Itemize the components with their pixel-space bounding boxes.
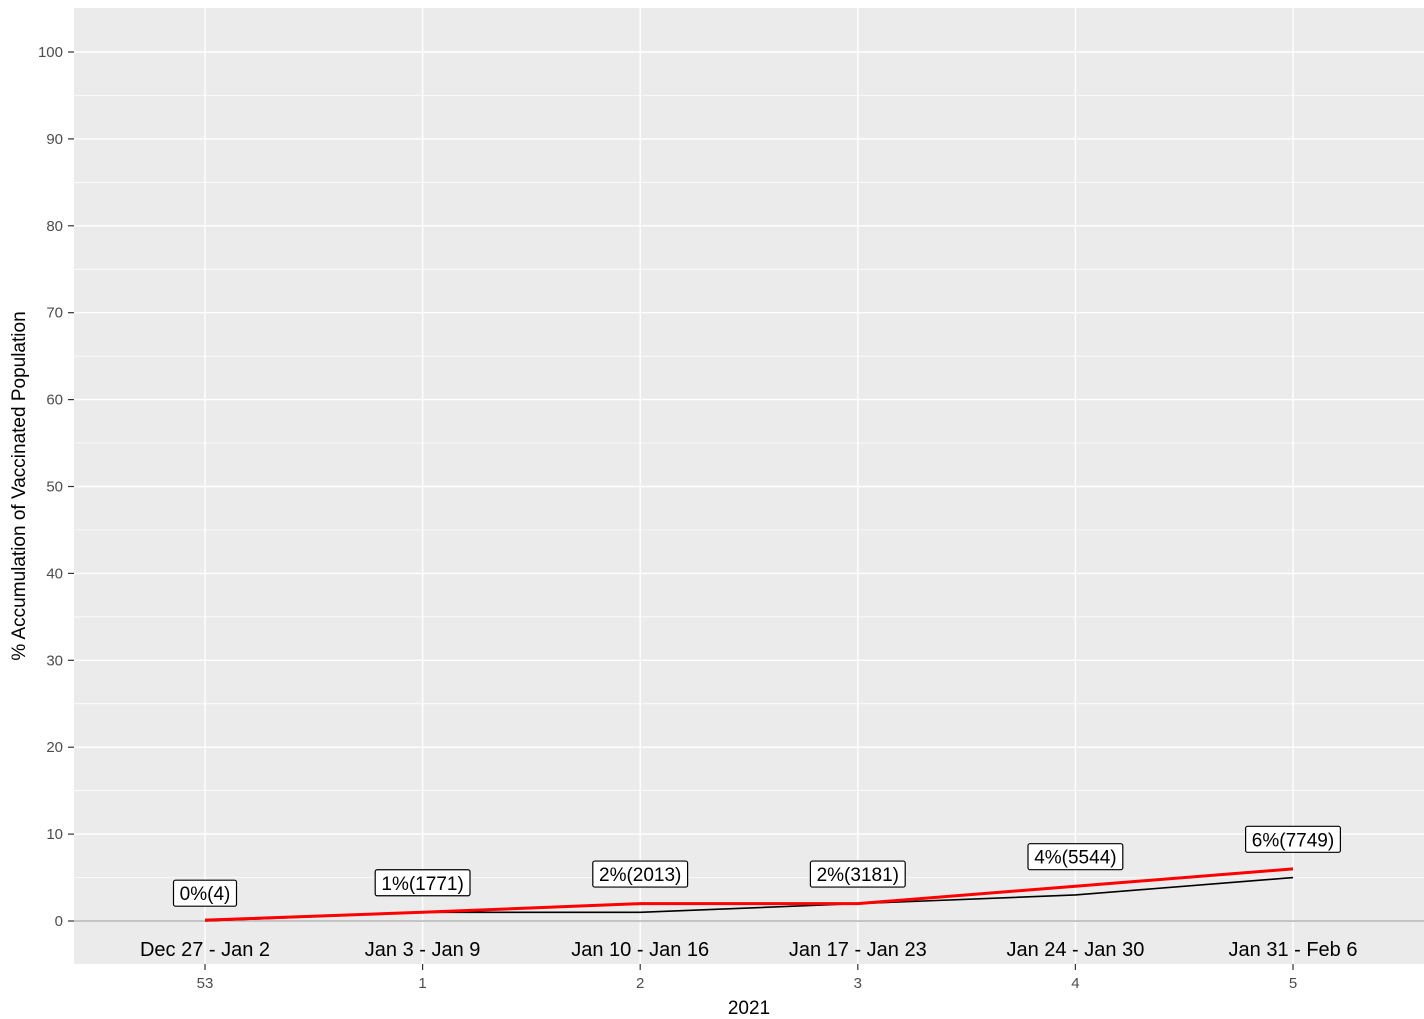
data-labels: 0%(4) 1%(1771) 2%(2013) 2%(3181) 4%(5544) 6%(… [172,825,1341,907]
data-label: 2%(2013) [592,860,689,888]
y-axis-title: % Accumulation of Vaccinated Population [9,311,30,660]
y-tick-label: 20 [46,739,63,756]
data-label-text: 1%(1771) [381,874,463,895]
x-tick-label: 4 [1071,975,1079,992]
series-line-red [204,867,1294,922]
series-lines [204,867,1294,922]
data-label-text: 2%(2013) [599,865,681,886]
data-label-text: 4%(5544) [1034,848,1116,869]
y-tick-label: 70 [46,305,63,322]
minor-gridlines [74,95,1424,878]
x-axis-title: 2021 [728,998,770,1019]
date-range-label: Jan 31 - Feb 6 [1229,939,1358,961]
data-label-box [172,879,238,907]
data-label-box [1027,843,1124,871]
data-label: 0%(4) [172,879,238,907]
date-range-label: Jan 10 - Jan 16 [571,939,709,961]
data-label: 2%(3181) [809,860,906,888]
date-range-label: Jan 3 - Jan 9 [365,939,481,961]
date-range-label: Jan 17 - Jan 23 [789,939,927,961]
x-tick-label: 53 [197,975,214,992]
data-label-text: 2%(3181) [817,865,899,886]
data-label-text: 0%(4) [180,884,231,905]
data-label: 4%(5544) [1027,843,1124,871]
y-tick-label: 30 [46,652,63,669]
data-label: 6%(7749) [1244,825,1341,853]
data-label-box [592,860,689,888]
x-tick-label: 2 [636,975,644,992]
data-label-box [1244,825,1341,853]
data-label-text: 6%(7749) [1252,830,1334,851]
date-range-label: Jan 24 - Jan 30 [1006,939,1144,961]
y-tick-label: 0 [55,913,63,930]
date-range-label: Dec 27 - Jan 2 [140,939,270,961]
x-tick-label: 5 [1289,975,1297,992]
y-tick-label: 50 [46,479,63,496]
y-tick-label: 60 [46,392,63,409]
data-label-box [809,860,906,888]
y-tick-label: 90 [46,131,63,148]
y-tick-label: 40 [46,565,63,582]
x-tick-label: 1 [418,975,426,992]
y-tick-label: 10 [46,826,63,843]
y-tick-label: 80 [46,218,63,235]
data-label-box [374,869,471,897]
y-tick-label: 100 [38,44,63,61]
y-axis-ticks: 0 10 20 30 40 50 60 70 80 90 100 [38,44,74,930]
x-tick-label: 3 [854,975,862,992]
data-label: 1%(1771) [374,869,471,897]
